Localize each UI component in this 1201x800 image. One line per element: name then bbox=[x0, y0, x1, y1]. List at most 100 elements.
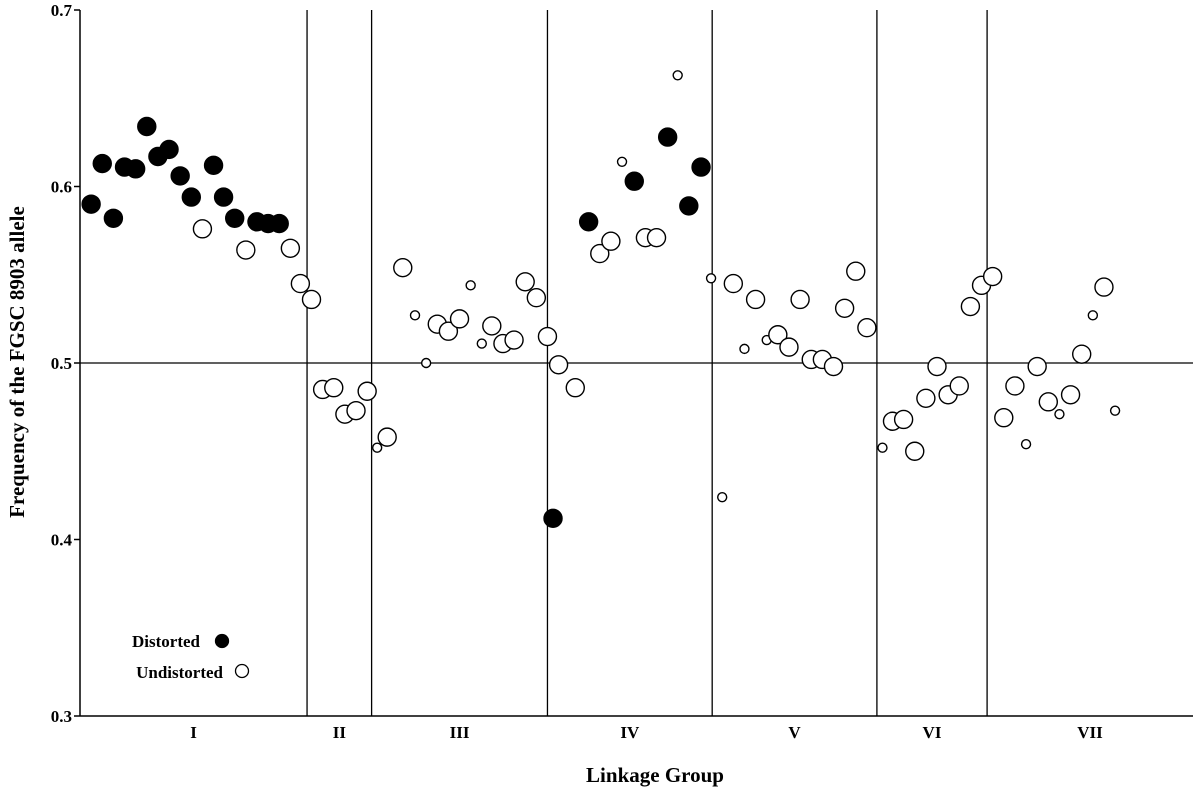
undistorted-point bbox=[960, 296, 981, 317]
undistorted-point bbox=[1060, 385, 1081, 405]
legend-marker-distorted bbox=[214, 633, 230, 649]
undistorted-point bbox=[301, 289, 322, 310]
undistorted-point bbox=[717, 491, 728, 503]
chart-labels: 0.30.40.50.60.7I II III IV V VI VII bbox=[51, 1, 1103, 742]
undistorted-point bbox=[1109, 405, 1121, 416]
undistorted-point bbox=[192, 219, 213, 239]
undistorted-point bbox=[357, 381, 377, 401]
undistorted-point bbox=[857, 318, 877, 338]
group-label: II bbox=[333, 723, 347, 742]
undistorted-point bbox=[779, 337, 799, 357]
undistorted-point bbox=[420, 357, 432, 369]
undistorted-point bbox=[916, 388, 936, 408]
legend-label-undistorted: Undistorted bbox=[136, 663, 223, 682]
undistorted-point bbox=[877, 442, 888, 453]
undistorted-point bbox=[705, 273, 717, 284]
legend: Distorted Undistorted bbox=[132, 632, 250, 682]
distorted-point bbox=[125, 159, 146, 179]
undistorted-point bbox=[548, 355, 569, 375]
undistorted-point bbox=[1005, 376, 1025, 396]
distorted-point bbox=[181, 187, 202, 207]
y-tick-label: 0.6 bbox=[51, 178, 72, 197]
distorted-point bbox=[578, 212, 599, 232]
undistorted-point bbox=[601, 231, 621, 251]
distorted-point bbox=[159, 139, 179, 160]
chart-frame bbox=[74, 9, 1193, 717]
distorted-point bbox=[225, 208, 245, 228]
y-axis-title: Frequency of the FGSC 8903 allele bbox=[5, 206, 29, 518]
distorted-point bbox=[543, 508, 563, 529]
distorted-point bbox=[679, 196, 699, 216]
undistorted-point bbox=[449, 309, 470, 329]
undistorted-point bbox=[280, 238, 301, 258]
undistorted-point bbox=[465, 280, 476, 291]
undistorted-point bbox=[949, 376, 969, 396]
distorted-point bbox=[213, 187, 234, 207]
undistorted-point bbox=[739, 343, 750, 355]
y-tick-label: 0.3 bbox=[51, 707, 72, 726]
distorted-point bbox=[203, 155, 224, 176]
legend-label-distorted: Distorted bbox=[132, 632, 201, 651]
undistorted-point bbox=[377, 427, 397, 447]
undistorted-point bbox=[905, 441, 925, 461]
distorted-point bbox=[92, 153, 112, 174]
undistorted-point bbox=[723, 273, 744, 294]
x-axis-title: Linkage Group bbox=[586, 763, 724, 787]
group-label: V bbox=[788, 723, 801, 742]
undistorted-point bbox=[476, 338, 487, 349]
y-tick-label: 0.4 bbox=[51, 531, 73, 550]
undistorted-point bbox=[927, 356, 947, 377]
undistorted-point bbox=[526, 287, 547, 308]
group-label: IV bbox=[620, 723, 640, 742]
undistorted-point bbox=[515, 272, 535, 292]
undistorted-point bbox=[672, 70, 683, 81]
undistorted-point bbox=[537, 326, 558, 347]
y-tick-label: 0.5 bbox=[51, 354, 72, 373]
undistorted-point bbox=[1071, 344, 1092, 364]
undistorted-point bbox=[236, 240, 256, 260]
undistorted-point bbox=[482, 316, 502, 336]
undistorted-point bbox=[1087, 310, 1099, 321]
undistorted-point bbox=[393, 257, 413, 278]
undistorted-point bbox=[1054, 408, 1065, 420]
undistorted-point bbox=[994, 408, 1014, 428]
undistorted-point bbox=[823, 356, 844, 377]
undistorted-point bbox=[846, 261, 866, 281]
undistorted-point bbox=[1027, 356, 1047, 377]
undistorted-point bbox=[646, 227, 667, 248]
undistorted-point bbox=[893, 409, 914, 430]
undistorted-point bbox=[616, 156, 628, 167]
distorted-point bbox=[269, 213, 289, 234]
undistorted-point bbox=[745, 289, 766, 310]
distorted-point bbox=[137, 116, 157, 137]
data-points bbox=[81, 70, 1121, 529]
distorted-point bbox=[81, 194, 101, 214]
undistorted-point bbox=[565, 378, 585, 398]
distorted-point bbox=[691, 157, 711, 177]
distorted-point bbox=[624, 171, 644, 191]
distorted-point bbox=[170, 166, 190, 186]
group-label: III bbox=[450, 723, 470, 742]
undistorted-point bbox=[290, 273, 311, 294]
undistorted-point bbox=[438, 321, 459, 341]
legend-marker-undistorted bbox=[234, 663, 250, 679]
distorted-point bbox=[657, 127, 678, 147]
undistorted-point bbox=[504, 330, 524, 350]
undistorted-point bbox=[790, 289, 810, 310]
undistorted-point bbox=[590, 243, 610, 264]
undistorted-point bbox=[1094, 277, 1114, 297]
undistorted-point bbox=[1020, 438, 1032, 450]
y-tick-label: 0.7 bbox=[51, 1, 73, 20]
group-label: VI bbox=[923, 723, 942, 742]
undistorted-point bbox=[409, 310, 421, 321]
undistorted-point bbox=[371, 442, 383, 453]
distorted-point bbox=[103, 208, 124, 228]
undistorted-point bbox=[982, 266, 1003, 287]
undistorted-point bbox=[346, 400, 366, 421]
undistorted-point bbox=[834, 298, 855, 318]
undistorted-point bbox=[324, 378, 344, 398]
undistorted-point bbox=[1038, 392, 1059, 412]
group-label: VII bbox=[1077, 723, 1103, 742]
group-label: I bbox=[190, 723, 197, 742]
